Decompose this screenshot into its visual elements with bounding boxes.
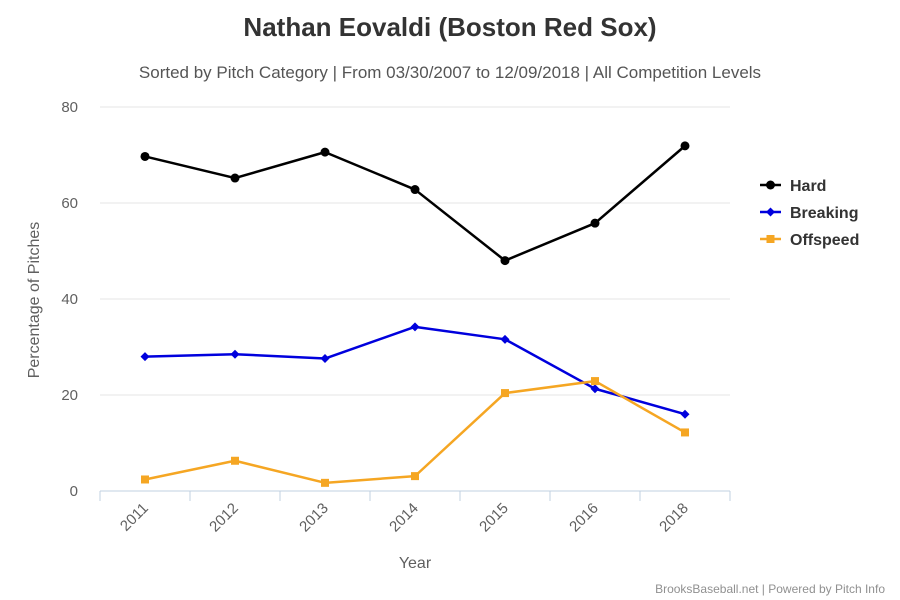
legend-item-hard[interactable]: Hard — [760, 178, 826, 195]
x-tick-label: 2018 — [656, 500, 692, 536]
x-tick-label: 2012 — [206, 500, 242, 536]
y-tick-label: 20 — [61, 387, 78, 404]
data-point-offspeed[interactable] — [231, 456, 239, 465]
y-tick-label: 60 — [61, 195, 78, 212]
y-tick-label: 40 — [61, 291, 78, 308]
x-tick-label: 2014 — [386, 500, 422, 536]
data-point-offspeed[interactable] — [321, 478, 329, 487]
x-axis-title: Year — [399, 555, 432, 572]
x-tick-label: 2013 — [296, 500, 332, 536]
legend: Hard Breaking Offspeed — [760, 178, 859, 249]
y-tick-label: 0 — [70, 483, 78, 500]
series-offspeed — [141, 377, 689, 487]
chart-subtitle: Sorted by Pitch Category | From 03/30/20… — [139, 63, 761, 82]
legend-label-hard: Hard — [790, 178, 826, 195]
chart-title: Nathan Eovaldi (Boston Red Sox) — [243, 12, 656, 42]
data-point-breaking[interactable] — [230, 349, 240, 359]
data-point-hard[interactable] — [140, 151, 150, 161]
credits[interactable]: BrooksBaseball.net | Powered by Pitch In… — [655, 582, 885, 596]
series-line-breaking[interactable] — [144, 325, 686, 416]
data-point-offspeed[interactable] — [681, 428, 689, 437]
data-point-offspeed[interactable] — [411, 472, 419, 481]
data-point-breaking[interactable] — [500, 334, 510, 344]
data-point-breaking[interactable] — [320, 354, 330, 364]
x-tick-label: 2016 — [566, 500, 602, 536]
data-point-offspeed[interactable] — [501, 389, 509, 398]
y-tick-label: 80 — [61, 99, 78, 116]
gridlines — [100, 106, 730, 396]
legend-item-offspeed[interactable]: Offspeed — [760, 232, 859, 249]
plot-area — [140, 141, 690, 487]
data-point-hard[interactable] — [320, 147, 330, 157]
axes: 0 20 40 60 80 2011 2012 2013 2014 2015 2016 2018 — [61, 99, 731, 536]
legend-label-offspeed: Offspeed — [790, 232, 859, 249]
y-axis-title: Percentage of Pitches — [26, 222, 43, 379]
data-point-offspeed[interactable] — [141, 475, 149, 484]
legend-item-breaking[interactable]: Breaking — [760, 205, 858, 222]
legend-label-breaking: Breaking — [790, 205, 858, 222]
data-point-hard[interactable] — [500, 256, 510, 266]
legend-marker-breaking[interactable] — [766, 207, 775, 217]
x-tick-label: 2011 — [117, 500, 152, 535]
data-point-hard[interactable] — [230, 173, 240, 183]
data-point-breaking[interactable] — [680, 409, 690, 419]
series-line-offspeed[interactable] — [144, 379, 686, 485]
data-point-breaking[interactable] — [410, 322, 420, 332]
legend-marker-offspeed[interactable] — [766, 235, 775, 243]
series-breaking — [140, 322, 690, 419]
legend-marker-hard[interactable] — [766, 180, 775, 190]
data-point-breaking[interactable] — [140, 352, 150, 362]
data-point-breaking[interactable] — [590, 384, 600, 394]
data-point-hard[interactable] — [410, 185, 420, 195]
data-point-hard[interactable] — [590, 218, 600, 228]
x-tick-label: 2015 — [476, 500, 512, 536]
data-point-offspeed[interactable] — [591, 377, 599, 386]
series-hard — [140, 141, 690, 266]
data-point-hard[interactable] — [680, 141, 690, 151]
